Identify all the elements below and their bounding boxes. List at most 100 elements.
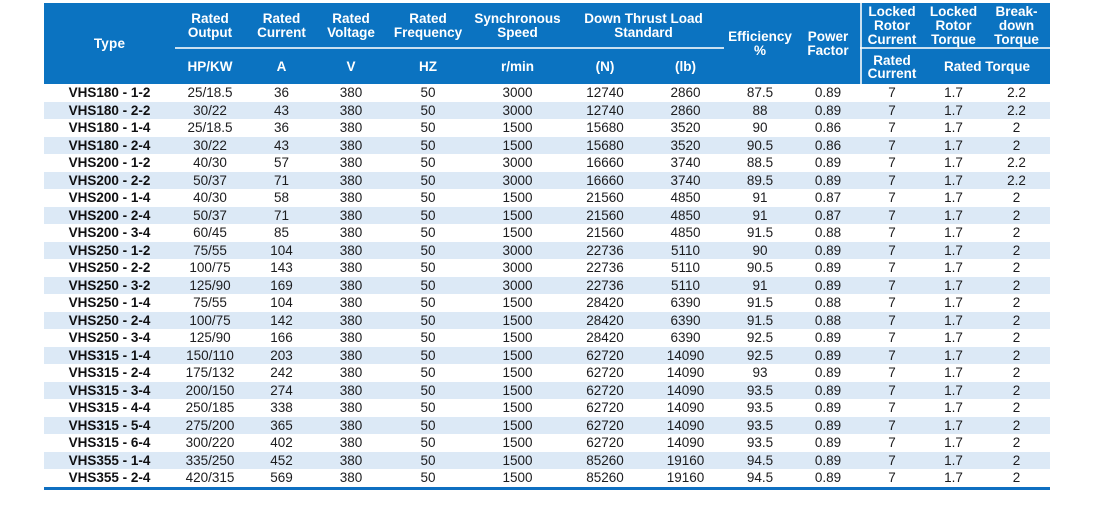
cell-locked-rotor-torque: 1.7 bbox=[944, 137, 963, 153]
col-header-rated-current: Rated Current bbox=[245, 3, 318, 49]
cell-rated-frequency: 50 bbox=[420, 312, 436, 328]
table-header: Type Rated Output Rated Current Rated Vo… bbox=[44, 3, 1050, 84]
cell-rated-output: 50/37 bbox=[193, 172, 227, 188]
cell-rated-frequency: 50 bbox=[420, 242, 436, 258]
table-row: VHS180 - 1-4 25/18.5 36 380 50 1500 15680 3520 9… bbox=[44, 119, 1050, 137]
cell-locked-rotor-torque: 1.7 bbox=[944, 400, 963, 415]
cell-power-factor: 0.88 bbox=[814, 295, 842, 310]
cell-synchronous-speed: 1500 bbox=[502, 452, 533, 468]
col-header-locked-rotor-torque: Locked Rotor Torque bbox=[924, 3, 983, 49]
cell-breakdown-torque: 2.2 bbox=[1007, 85, 1026, 100]
cell-down-thrust-n: 62720 bbox=[586, 417, 624, 433]
cell-rated-output: 40/30 bbox=[193, 190, 227, 205]
cell-locked-rotor-current: 7 bbox=[888, 382, 896, 398]
table-row: VHS315 - 1-4 150/110 203 380 50 1500 62720 1409… bbox=[44, 346, 1050, 364]
cell-synchronous-speed: 1500 bbox=[502, 137, 533, 153]
cell-power-factor: 0.86 bbox=[814, 137, 842, 153]
cell-down-thrust-lb: 4850 bbox=[670, 225, 701, 240]
cell-breakdown-torque: 2 bbox=[1012, 435, 1021, 450]
cell-synchronous-speed: 1500 bbox=[502, 312, 533, 328]
cell-efficiency: 93.5 bbox=[746, 435, 774, 450]
cell-down-thrust-n: 28420 bbox=[586, 295, 624, 310]
cell-locked-rotor-current: 7 bbox=[888, 417, 896, 433]
cell-rated-current: 71 bbox=[273, 172, 290, 188]
cell-locked-rotor-current: 7 bbox=[888, 85, 896, 100]
cell-power-factor: 0.87 bbox=[814, 190, 842, 205]
cell-power-factor: 0.89 bbox=[814, 452, 842, 468]
header-group-row: Type Rated Output Rated Current Rated Vo… bbox=[44, 3, 1050, 84]
table-row: VHS315 - 3-4 200/150 274 380 50 1500 62720 1409… bbox=[44, 381, 1050, 399]
cell-efficiency: 90.5 bbox=[746, 260, 774, 275]
cell-synchronous-speed: 3000 bbox=[502, 242, 533, 258]
cell-rated-current: 242 bbox=[270, 365, 293, 380]
col-header-rated-output: Rated Output bbox=[175, 3, 245, 49]
cell-synchronous-speed: 1500 bbox=[502, 400, 533, 415]
cell-down-thrust-lb: 5110 bbox=[670, 277, 701, 293]
cell-locked-rotor-torque: 1.7 bbox=[944, 120, 963, 135]
catalog-page: Type Rated Output Rated Current Rated Vo… bbox=[44, 3, 1050, 490]
cell-locked-rotor-torque: 1.7 bbox=[944, 102, 963, 118]
cell-down-thrust-n: 21560 bbox=[586, 225, 624, 240]
cell-rated-output: 250/185 bbox=[185, 400, 235, 415]
cell-rated-frequency: 50 bbox=[420, 347, 436, 363]
cell-synchronous-speed: 1500 bbox=[472, 469, 563, 490]
cell-breakdown-torque: 2 bbox=[1012, 260, 1021, 275]
table-row: VHS315 - 2-4 175/132 242 380 50 1500 62720 1409… bbox=[44, 364, 1050, 382]
unit-hp-kw: HP/KW bbox=[175, 49, 245, 84]
cell-type: VHS315 - 5-4 bbox=[68, 417, 151, 433]
cell-locked-rotor-current: 7 bbox=[888, 102, 896, 118]
cell-locked-rotor-torque: 1.7 bbox=[944, 452, 963, 468]
col-header-down-thrust-load: Down Thrust Load Standard bbox=[563, 3, 724, 49]
cell-rated-voltage: 380 bbox=[339, 347, 363, 363]
motor-spec-table: Type Rated Output Rated Current Rated Vo… bbox=[44, 3, 1050, 490]
cell-locked-rotor-torque: 1.7 bbox=[944, 295, 963, 310]
col-header-locked-rotor-current: Locked Rotor Current bbox=[860, 3, 924, 49]
cell-type: VHS355 - 1-4 bbox=[68, 452, 151, 468]
cell-rated-current: 142 bbox=[270, 312, 293, 328]
cell-efficiency: 93.5 bbox=[746, 382, 774, 398]
table-row: VHS200 - 1-4 40/30 58 380 50 1500 21560 4850 91 0… bbox=[44, 189, 1050, 207]
cell-rated-current: 169 bbox=[270, 277, 293, 293]
cell-rated-current: 58 bbox=[273, 190, 290, 205]
cell-type: VHS315 - 3-4 bbox=[68, 382, 151, 398]
cell-rated-current: 36 bbox=[273, 85, 290, 100]
cell-rated-current: 85 bbox=[273, 225, 290, 240]
cell-locked-rotor-current: 7 bbox=[888, 225, 896, 240]
cell-efficiency: 90 bbox=[752, 120, 768, 135]
cell-locked-rotor-torque: 1.7 bbox=[944, 207, 963, 223]
cell-rated-current: 203 bbox=[270, 347, 293, 363]
cell-efficiency: 91 bbox=[752, 207, 768, 223]
cell-rated-output: 50/37 bbox=[193, 207, 227, 223]
cell-rated-output: 420/315 bbox=[175, 469, 245, 490]
cell-power-factor: 0.89 bbox=[814, 400, 842, 415]
cell-synchronous-speed: 1500 bbox=[502, 190, 533, 205]
cell-efficiency: 91 bbox=[752, 190, 768, 205]
cell-rated-current: 36 bbox=[273, 120, 290, 135]
cell-rated-frequency: 50 bbox=[420, 260, 436, 275]
cell-type: VHS250 - 2-4 bbox=[68, 312, 151, 328]
cell-rated-current: 104 bbox=[270, 242, 293, 258]
cell-locked-rotor-torque: 1.7 bbox=[944, 260, 963, 275]
cell-locked-rotor-torque: 1.7 bbox=[944, 365, 963, 380]
cell-rated-frequency: 50 bbox=[420, 382, 436, 398]
cell-rated-frequency: 50 bbox=[420, 400, 436, 415]
cell-down-thrust-lb: 14090 bbox=[666, 382, 705, 398]
cell-locked-rotor-torque: 1.7 bbox=[944, 242, 963, 258]
cell-rated-voltage: 380 bbox=[339, 260, 363, 275]
unit-volts: V bbox=[318, 49, 384, 84]
cell-rated-output: 30/22 bbox=[193, 137, 227, 153]
cell-synchronous-speed: 1500 bbox=[502, 382, 533, 398]
cell-breakdown-torque: 2 bbox=[1012, 365, 1021, 380]
unit-amps: A bbox=[245, 49, 318, 84]
cell-type: VHS250 - 1-2 bbox=[68, 242, 151, 258]
header-unit-row: HP/KW A V HZ r/min (N) (lb) Rated Curren… bbox=[44, 49, 1050, 84]
cell-type: VHS315 - 2-4 bbox=[68, 365, 151, 380]
cell-rated-frequency: 50 bbox=[420, 155, 436, 170]
cell-down-thrust-n: 62720 bbox=[586, 347, 624, 363]
cell-locked-rotor-torque: 1.7 bbox=[944, 277, 963, 293]
cell-breakdown-torque: 2 bbox=[1012, 137, 1021, 153]
cell-rated-frequency: 50 bbox=[420, 207, 436, 223]
cell-synchronous-speed: 1500 bbox=[502, 295, 533, 310]
cell-power-factor: 0.89 bbox=[814, 277, 842, 293]
cell-rated-voltage: 380 bbox=[339, 207, 363, 223]
